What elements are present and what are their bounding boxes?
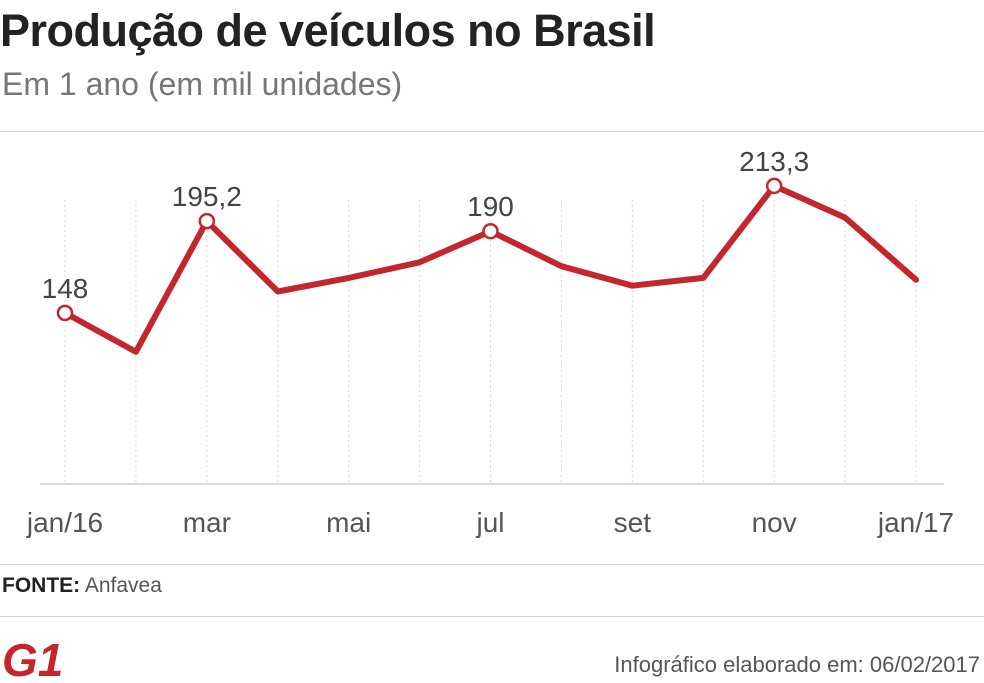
marker-2 xyxy=(198,212,216,230)
marker-0 xyxy=(56,304,74,322)
data-label-2: 195,2 xyxy=(172,181,242,212)
x-tick-label-6: jul xyxy=(475,507,504,538)
g1-logo-text: G1 xyxy=(2,636,63,680)
x-tick-label-12: jan/17 xyxy=(877,507,954,538)
chart-subtitle: Em 1 ano (em mil unidades) xyxy=(2,66,403,102)
marker-10 xyxy=(765,177,783,195)
top-divider xyxy=(0,131,984,132)
source-divider xyxy=(0,564,984,565)
data-label-0: 148 xyxy=(42,273,89,304)
chart-title: Produção de veículos no Brasil xyxy=(0,5,656,56)
marker-6 xyxy=(482,222,499,240)
footer-credit: Infográfico elaborado em: 06/02/2017 xyxy=(614,652,980,677)
footer-divider xyxy=(0,616,984,617)
source-line: FONTE: Anfavea xyxy=(2,572,162,600)
data-label-6: 190 xyxy=(467,191,514,222)
x-tick-label-0: jan/16 xyxy=(26,507,103,538)
data-label-10: 213,3 xyxy=(739,146,809,177)
source-label: FONTE: xyxy=(2,574,81,597)
g1-logo: G1 xyxy=(2,636,63,680)
x-tick-label-8: set xyxy=(614,507,652,538)
source-value: Anfavea xyxy=(84,574,162,597)
x-tick-label-2: mar xyxy=(183,507,231,538)
line-chart: 148 195,2 190 213,3 jan/16 mar mai jul set nov jan… xyxy=(26,146,954,538)
x-tick-label-4: mai xyxy=(326,507,371,538)
x-tick-label-10: nov xyxy=(752,507,797,538)
